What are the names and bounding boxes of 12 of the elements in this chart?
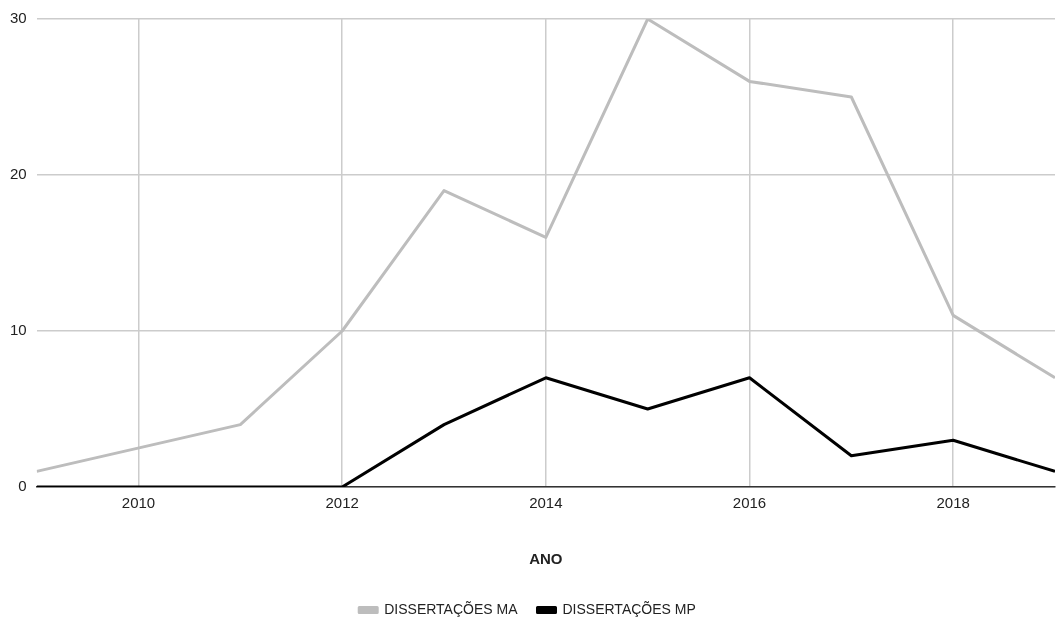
x-tick-label: 2014 <box>529 494 563 512</box>
x-tick-label: 2010 <box>121 494 156 512</box>
x-tick-label: 2016 <box>732 494 767 512</box>
y-tick-label: 0 <box>18 477 27 495</box>
legend-label: DISSERTAÇÕES MA <box>384 600 519 617</box>
legend-label: DISSERTAÇÕES MP <box>562 600 696 617</box>
x-tick-label: 2018 <box>936 494 970 512</box>
y-tick-label: 30 <box>10 9 27 27</box>
x-axis-title: ANO <box>529 550 563 568</box>
y-tick-label: 20 <box>10 165 27 183</box>
x-tick-label: 2012 <box>325 494 359 512</box>
y-tick-label: 10 <box>10 321 27 339</box>
